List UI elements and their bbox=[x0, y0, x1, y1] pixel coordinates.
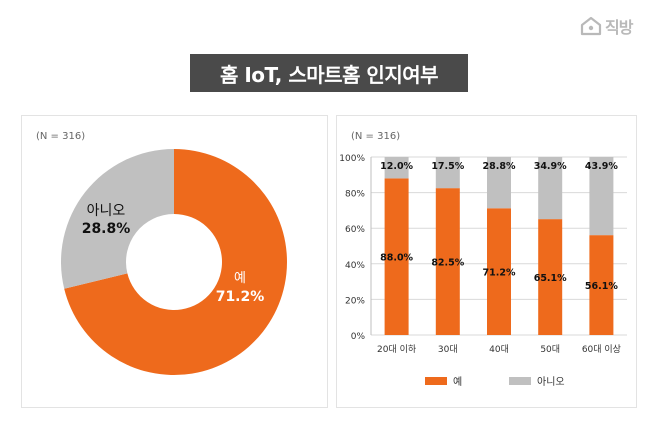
page-title: 홈 IoT, 스마트홈 인지여부 bbox=[190, 54, 468, 92]
bar-label-yes: 56.1% bbox=[585, 281, 618, 292]
y-tick-label: 0% bbox=[351, 332, 366, 342]
bar-label-yes: 71.2% bbox=[483, 268, 516, 279]
bar-yes bbox=[538, 219, 563, 335]
bar-label-yes: 88.0% bbox=[380, 253, 413, 264]
y-tick-label: 80% bbox=[345, 190, 365, 200]
legend-label: 예 bbox=[453, 376, 462, 388]
donut-slice-no bbox=[61, 149, 174, 289]
legend-swatch bbox=[509, 377, 531, 385]
donut-label-yes: 예 bbox=[234, 271, 246, 286]
bar-label-no: 12.0% bbox=[380, 161, 413, 172]
bar-label-no: 43.9% bbox=[585, 161, 618, 172]
bar-no bbox=[487, 157, 511, 209]
bar-yes bbox=[487, 208, 511, 335]
legend-swatch bbox=[425, 377, 447, 385]
donut-chart: (N = 316) 아니오 28.8% 예 71.2% bbox=[36, 131, 287, 375]
bar-label-yes: 82.5% bbox=[431, 258, 464, 269]
bar-no bbox=[538, 157, 563, 220]
bar-label-no: 34.9% bbox=[534, 161, 567, 172]
x-tick-label: 50대 bbox=[540, 344, 560, 355]
bar-sample-note: (N = 316) bbox=[351, 131, 400, 142]
legend-label: 아니오 bbox=[537, 376, 565, 388]
bar-no bbox=[384, 157, 409, 179]
x-tick-label: 20대 이하 bbox=[377, 344, 417, 355]
donut-chart-panel: (N = 316) 아니오 28.8% 예 71.2% bbox=[21, 115, 328, 408]
y-tick-label: 20% bbox=[345, 296, 365, 306]
stacked-bar-chart: (N = 316) 0% 20% 40% 60% 80% 100% 88.0% 12.0% 2… bbox=[339, 131, 627, 388]
donut-slice-yes bbox=[64, 149, 287, 375]
y-tick-label: 40% bbox=[345, 261, 365, 271]
x-tick-label: 30대 bbox=[438, 344, 458, 355]
bar-yes bbox=[589, 235, 614, 335]
donut-sample-note: (N = 316) bbox=[36, 131, 85, 142]
x-tick-label: 40대 bbox=[489, 344, 509, 355]
bar-label-yes: 65.1% bbox=[534, 273, 567, 284]
donut-value-yes: 71.2% bbox=[216, 289, 265, 305]
logo-text: 직방 bbox=[605, 18, 633, 37]
bar-yes bbox=[384, 178, 409, 335]
donut-label-no: 아니오 bbox=[87, 203, 126, 219]
bar-no bbox=[589, 157, 614, 236]
bar-label-no: 17.5% bbox=[431, 161, 464, 172]
y-tick-label: 100% bbox=[339, 154, 365, 164]
house-logo-icon bbox=[580, 16, 602, 36]
donut-value-no: 28.8% bbox=[82, 221, 131, 237]
brand-logo: 직방 bbox=[580, 14, 633, 38]
bar-no bbox=[435, 157, 460, 189]
y-tick-label: 60% bbox=[345, 225, 365, 235]
stacked-bar-panel: (N = 316) 0% 20% 40% 60% 80% 100% 88.0% 12.0% 2… bbox=[336, 115, 637, 408]
x-tick-label: 60대 이상 bbox=[582, 344, 621, 355]
bar-yes bbox=[435, 188, 460, 335]
bar-label-no: 28.8% bbox=[483, 161, 516, 172]
